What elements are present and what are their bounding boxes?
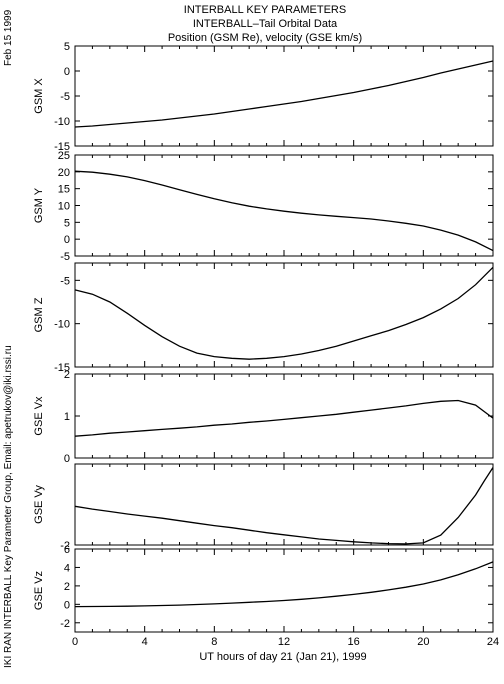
x-axis-label: UT hours of day 21 (Jan 21), 1999 — [199, 651, 366, 663]
x-tick-label: 4 — [142, 636, 148, 648]
credit-line: IKI RAN INTERBALL Key Parameter Group, E… — [3, 345, 14, 668]
panel-1: 25 20 15 10 5 0 -5 GSM Y — [33, 150, 494, 263]
panel-frame — [74, 154, 494, 257]
panel-3: 2 1 0 GSE Vx — [33, 369, 494, 465]
y-tick-label: 15 — [58, 184, 70, 196]
y-tick-label: 2 — [64, 369, 70, 381]
x-tick-label: 20 — [417, 636, 429, 648]
y-tick-label: 0 — [64, 66, 70, 78]
y-tick-label: 4 — [64, 562, 70, 574]
y-tick-label: 10 — [58, 201, 70, 213]
y-tick-label: 6 — [64, 544, 70, 556]
panel-frame — [74, 463, 494, 546]
y-tick-label: 0 — [64, 599, 70, 611]
title-line-3: Position (GSM Re), velocity (GSE km/s) — [168, 32, 362, 44]
date-stamp: Feb 15 1999 — [3, 9, 14, 66]
series-line — [74, 399, 494, 437]
y-tick-label: 20 — [58, 167, 70, 179]
y-axis-label: GSE Vy — [33, 485, 45, 524]
y-axis-label: GSM X — [33, 78, 45, 114]
panel-2: -5 -10 -15 GSM Z — [33, 262, 494, 374]
x-tick-label: 24 — [487, 636, 499, 648]
y-tick-label: -2 — [60, 618, 70, 630]
y-tick-label: -15 — [54, 141, 70, 153]
title-line-1: INTERBALL KEY PARAMETERS — [184, 4, 346, 16]
panel-frame — [74, 262, 494, 368]
series-line — [74, 266, 494, 360]
y-axis-label: GSM Y — [33, 187, 45, 223]
y-axis-label: GSE Vz — [33, 571, 45, 610]
title-line-2: INTERBALL–Tail Orbital Data — [193, 18, 338, 30]
panel-0: 5 0 -5 -10 -15 GSM X — [33, 41, 494, 153]
y-axis-label: GSM Z — [33, 297, 45, 332]
y-tick-label: 1 — [64, 411, 70, 423]
panel-frame — [74, 45, 494, 147]
y-tick-label: -15 — [54, 362, 70, 374]
panel-5: 6 4 2 0 -2 GSE Vz — [33, 544, 494, 633]
y-tick-label: -5 — [60, 275, 70, 287]
y-tick-label: 25 — [58, 150, 70, 162]
panel-4: -2 GSE Vy — [33, 463, 494, 552]
x-tick-label: 8 — [211, 636, 217, 648]
y-tick-label: -10 — [54, 319, 70, 331]
y-tick-label: -10 — [54, 116, 70, 128]
y-tick-label: 0 — [64, 234, 70, 246]
x-tick-label: 16 — [348, 636, 360, 648]
series-line — [74, 561, 494, 608]
x-tick-label: 12 — [278, 636, 290, 648]
y-tick-label: 5 — [64, 41, 70, 53]
y-tick-label: -2 — [60, 540, 70, 552]
y-tick-label: 2 — [64, 581, 70, 593]
x-tick-label: 0 — [72, 636, 78, 648]
panel-frame — [74, 373, 494, 459]
y-axis-label: GSE Vx — [33, 396, 45, 436]
y-tick-label: -5 — [60, 251, 70, 263]
y-tick-label: 0 — [64, 453, 70, 465]
series-line — [74, 60, 494, 128]
panel-frame — [74, 548, 494, 633]
series-line — [74, 170, 494, 252]
series-line — [74, 467, 494, 545]
y-tick-label: -5 — [60, 91, 70, 103]
y-tick-label: 5 — [64, 217, 70, 229]
